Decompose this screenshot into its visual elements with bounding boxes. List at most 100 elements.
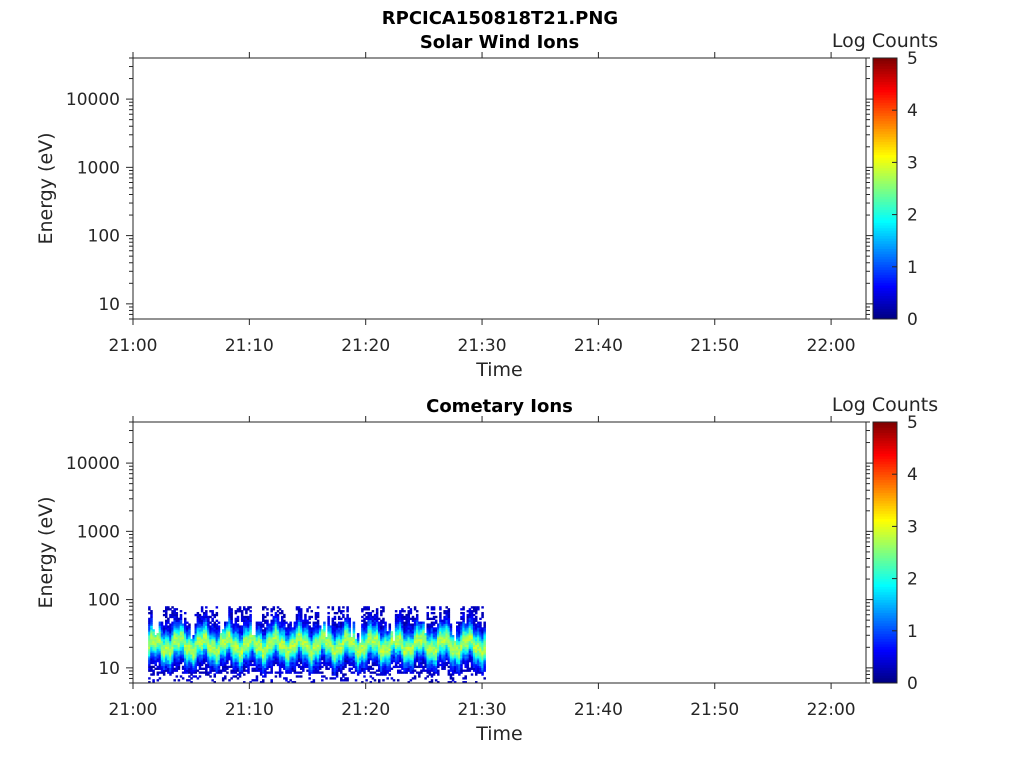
heatmap-cell (333, 650, 337, 653)
colorbar-segment (873, 58, 897, 62)
heatmap-cell (190, 644, 193, 647)
heatmap-cell (304, 615, 307, 619)
heatmap-cell (415, 617, 419, 621)
heatmap-cell (434, 633, 438, 636)
heatmap-cell (304, 665, 307, 669)
heatmap-cell (177, 661, 181, 665)
heatmap-cell (179, 648, 183, 651)
heatmap-cell (352, 658, 356, 661)
heatmap-cell (186, 633, 189, 636)
heatmap-cell (179, 656, 183, 659)
heatmap-cell (221, 638, 225, 642)
heatmap-cell (388, 625, 392, 628)
heatmap-cell (160, 663, 164, 667)
heatmap-cell (278, 673, 282, 676)
heatmap-cell (344, 636, 347, 640)
heatmap-cell (380, 667, 383, 670)
heatmap-cell (169, 663, 172, 667)
heatmap-cell (333, 646, 337, 649)
heatmap-cell (359, 648, 362, 651)
heatmap-cell (228, 627, 231, 630)
heatmap-cell (245, 663, 248, 667)
heatmap-cell (365, 617, 368, 621)
heatmap-cell (470, 644, 474, 647)
heatmap-cell (323, 627, 326, 630)
heatmap-cell (245, 615, 248, 619)
heatmap-cell (226, 625, 229, 628)
heatmap-cell (456, 659, 459, 663)
heatmap-cell (466, 661, 470, 665)
heatmap-cell (243, 619, 246, 622)
heatmap-cell (272, 663, 276, 667)
heatmap-cell (375, 611, 379, 615)
heatmap-cell (255, 652, 259, 655)
heatmap-cell (207, 627, 210, 630)
heatmap-cell (162, 636, 166, 640)
heatmap-cell (384, 661, 387, 665)
heatmap-cell (458, 650, 461, 653)
heatmap-cell (365, 636, 368, 640)
heatmap-cell (196, 652, 200, 655)
heatmap-cell (285, 679, 288, 682)
heatmap-cell (342, 610, 345, 613)
heatmap-cell (213, 627, 217, 630)
heatmap-cell (331, 617, 335, 621)
heatmap-cell (312, 661, 316, 665)
heatmap-cell (424, 654, 427, 657)
heatmap-cell (456, 665, 459, 669)
heatmap-cell (192, 663, 195, 667)
heatmap-cell (413, 652, 417, 655)
heatmap-cell (390, 658, 394, 661)
heatmap-cell (215, 650, 219, 653)
heatmap-cell (441, 642, 444, 646)
heatmap-cell (262, 636, 265, 640)
heatmap-cell (396, 625, 400, 628)
heatmap-cell (283, 636, 286, 640)
heatmap-cell (162, 654, 166, 657)
heatmap-cell (202, 629, 206, 632)
heatmap-cell (314, 663, 318, 667)
colorbar-tick-label: 0 (907, 310, 918, 330)
heatmap-cell (257, 625, 261, 628)
heatmap-cell (432, 611, 436, 615)
heatmap-cell (310, 658, 314, 661)
heatmap-cell (299, 671, 303, 674)
heatmap-cell (293, 665, 297, 669)
heatmap-cell (183, 640, 187, 644)
colorbar-segment (873, 521, 897, 525)
heatmap-cell (428, 644, 432, 647)
heatmap-cell (403, 638, 406, 642)
heatmap-cell (306, 669, 309, 672)
heatmap-cell (420, 669, 423, 672)
heatmap-cell (373, 663, 377, 667)
heatmap-cell (426, 656, 429, 659)
heatmap-cell (342, 648, 345, 651)
heatmap-cell (422, 644, 425, 647)
heatmap-cell (221, 659, 225, 663)
y-tick-label: 100 (88, 227, 120, 247)
heatmap-cell (472, 648, 476, 651)
heatmap-cell (367, 625, 370, 628)
heatmap-cell (348, 619, 351, 622)
heatmap-cell (304, 617, 307, 621)
heatmap-cell (156, 636, 160, 640)
heatmap-cell (460, 659, 463, 663)
heatmap-cell (217, 652, 221, 655)
heatmap-cell (403, 652, 406, 655)
heatmap-cell (430, 665, 434, 669)
heatmap-cell (217, 633, 221, 636)
heatmap-cell (293, 635, 297, 638)
heatmap-cell (154, 650, 157, 653)
heatmap-cell (232, 636, 235, 640)
heatmap-cell (259, 633, 263, 636)
heatmap-cell (238, 640, 242, 644)
heatmap-cell (154, 636, 157, 640)
heatmap-cell (179, 623, 183, 626)
heatmap-cell (236, 673, 240, 676)
heatmap-cell (377, 646, 381, 649)
heatmap-cell (165, 646, 168, 649)
heatmap-cell (437, 627, 440, 630)
colorbar-segment (873, 612, 897, 616)
heatmap-cell (449, 644, 453, 647)
heatmap-cell (183, 665, 187, 669)
